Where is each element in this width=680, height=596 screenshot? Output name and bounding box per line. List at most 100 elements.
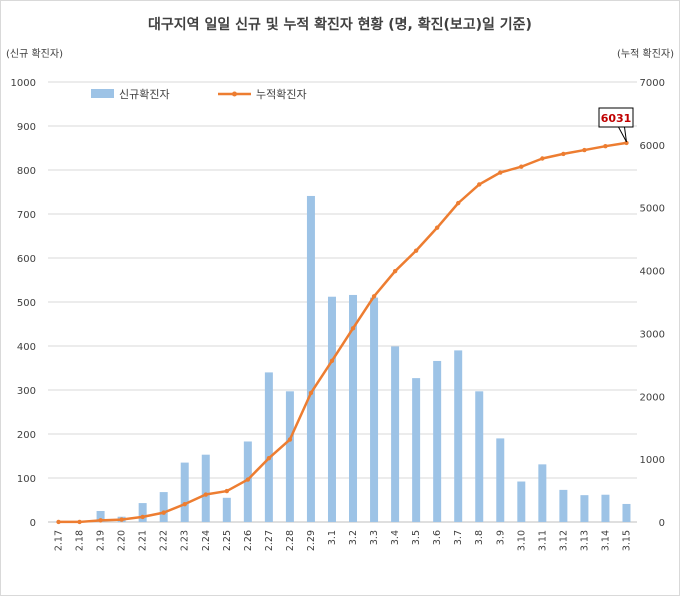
bar-3.12 xyxy=(559,489,568,522)
callout-pointer xyxy=(618,126,627,143)
bar-3.6 xyxy=(433,360,442,522)
x-axis-ticks: 2.17 2.18 2.19 2.20 2.21 2.22 2.23 2.24 2.25 2.26… xyxy=(54,530,633,551)
left-tick-label: 600 xyxy=(17,254,36,265)
point-2.23 xyxy=(182,501,187,507)
point-2.25 xyxy=(224,488,230,494)
point-2.27 xyxy=(266,456,272,461)
point-3.7 xyxy=(455,200,461,206)
point-2.19 xyxy=(98,518,103,523)
left-tick-label: 700 xyxy=(17,210,36,221)
x-tick-label: 3.10 xyxy=(516,530,527,551)
legend-label-new: 신규확진자 xyxy=(119,88,170,101)
bar-3.8 xyxy=(475,391,484,522)
bar-3.3 xyxy=(370,297,379,522)
bar-2.28 xyxy=(285,391,294,522)
x-tick-label: 3.12 xyxy=(558,530,569,551)
left-tick-label: 500 xyxy=(17,298,36,309)
x-tick-label: 2.24 xyxy=(201,530,212,551)
bar-3.13 xyxy=(580,495,589,522)
right-tick-label: 5000 xyxy=(640,204,665,215)
left-tick-label: 800 xyxy=(17,166,36,177)
bar-2.23 xyxy=(180,462,189,522)
point-2.20 xyxy=(119,517,124,522)
point-3.9 xyxy=(498,170,503,175)
point-3.2 xyxy=(350,326,356,331)
right-tick-label: 7000 xyxy=(640,78,665,89)
callout-box xyxy=(598,107,634,128)
legend-marker-cumulative xyxy=(232,91,237,97)
point-2.26 xyxy=(245,477,251,482)
cumulative-line xyxy=(58,141,627,524)
legend: 신규확진자 누적확진자 xyxy=(91,88,307,101)
bar-2.29 xyxy=(306,195,315,522)
point-3.4 xyxy=(392,269,398,274)
callout: 6031 xyxy=(598,107,634,143)
x-tick-label: 3.6 xyxy=(432,530,443,545)
point-3.6 xyxy=(434,225,440,230)
chart-title: 대구지역 일일 신규 및 누적 확진자 현황 (명, 확진(보고)일 기준) xyxy=(148,16,532,33)
left-tick-label: 1000 xyxy=(11,78,36,89)
bar-2.21 xyxy=(138,503,147,522)
legend-label-cumulative: 누적확진자 xyxy=(256,88,307,101)
x-tick-label: 3.13 xyxy=(579,530,590,551)
x-tick-label: 3.4 xyxy=(390,530,401,545)
point-2.17 xyxy=(56,519,61,525)
point-3.1 xyxy=(329,358,335,363)
left-axis-ticks: 0 100 200 300 400 500 600 700 800 900 1000 xyxy=(11,78,36,529)
bar-3.5 xyxy=(412,378,421,522)
x-tick-label: 2.19 xyxy=(96,530,107,551)
x-tick-label: 2.21 xyxy=(138,530,149,551)
point-2.28 xyxy=(287,437,293,442)
point-3.12 xyxy=(561,151,566,157)
x-tick-label: 2.23 xyxy=(180,530,191,551)
point-3.8 xyxy=(477,182,482,187)
bar-2.22 xyxy=(159,492,168,522)
right-tick-label: 3000 xyxy=(640,329,665,340)
line-series xyxy=(56,140,629,525)
bar-2.27 xyxy=(264,372,273,522)
bar-3.10 xyxy=(517,481,526,522)
right-axis-ticks: 0 1000 2000 3000 4000 5000 6000 7000 xyxy=(640,78,665,529)
right-tick-label: 1000 xyxy=(640,455,665,466)
legend-swatch-new xyxy=(91,89,114,98)
bar-3.9 xyxy=(496,438,505,522)
point-3.10 xyxy=(519,164,524,169)
x-tick-label: 3.14 xyxy=(600,530,611,551)
x-tick-label: 2.28 xyxy=(285,530,296,551)
gridlines xyxy=(48,81,637,523)
bar-3.2 xyxy=(349,294,358,522)
right-tick-label: 2000 xyxy=(640,392,665,403)
x-tick-label: 3.7 xyxy=(453,530,464,545)
bar-series xyxy=(54,195,631,522)
x-tick-label: 2.20 xyxy=(117,530,128,551)
x-tick-label: 2.25 xyxy=(222,530,233,551)
left-tick-label: 100 xyxy=(17,474,36,485)
point-2.22 xyxy=(161,510,166,515)
x-tick-label: 3.5 xyxy=(411,530,422,545)
bar-2.25 xyxy=(222,497,231,522)
x-tick-label: 2.29 xyxy=(306,530,317,551)
left-tick-label: 900 xyxy=(17,122,36,133)
point-3.14 xyxy=(603,143,608,149)
x-tick-label: 3.1 xyxy=(327,530,338,545)
point-2.18 xyxy=(77,519,82,525)
point-2.21 xyxy=(140,514,145,520)
bar-2.24 xyxy=(201,454,210,522)
point-3.13 xyxy=(582,147,587,153)
left-tick-label: 0 xyxy=(30,518,36,529)
bar-3.14 xyxy=(601,494,610,522)
point-2.24 xyxy=(203,492,208,497)
right-tick-label: 4000 xyxy=(640,267,665,278)
left-tick-label: 300 xyxy=(17,386,36,397)
x-tick-label: 2.18 xyxy=(75,530,86,551)
x-tick-label: 2.26 xyxy=(243,530,254,551)
left-axis-label: (신규 확진자) xyxy=(6,48,63,60)
bar-3.11 xyxy=(538,464,547,522)
callout-label: 6031 xyxy=(601,112,632,125)
bar-2.19 xyxy=(96,511,105,522)
x-tick-label: 3.8 xyxy=(474,530,485,545)
bar-3.15 xyxy=(622,503,631,522)
point-3.3 xyxy=(371,294,377,299)
left-tick-label: 200 xyxy=(17,430,36,441)
